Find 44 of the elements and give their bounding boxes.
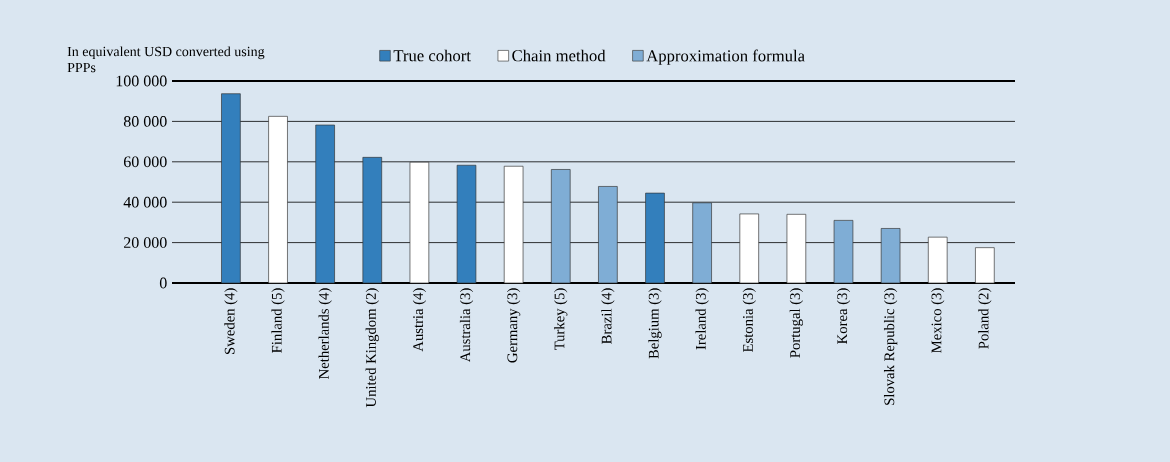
bar bbox=[268, 116, 288, 284]
y-tick-label: 40 000 bbox=[123, 196, 167, 208]
y-tick-label: 80 000 bbox=[123, 116, 167, 127]
x-tick-label: Poland (2) bbox=[978, 288, 992, 349]
y-tick-label: 60 000 bbox=[123, 156, 167, 168]
x-tick-label: Slovak Republic (3) bbox=[883, 288, 898, 405]
x-tick-label: Netherlands (4) bbox=[318, 288, 332, 379]
bar bbox=[739, 213, 760, 284]
bar bbox=[833, 220, 854, 284]
legend-label: Approximation formula bbox=[646, 49, 805, 65]
x-tick-label: Ireland (3) bbox=[695, 288, 709, 350]
x-tick-label: Mexico (3) bbox=[931, 288, 945, 353]
x-tick-label: Brazil (4) bbox=[601, 288, 615, 344]
bar bbox=[880, 228, 901, 284]
x-tick-label: Austria (4) bbox=[412, 288, 427, 352]
x-tick-label: Portugal (3) bbox=[789, 288, 804, 358]
x-tick-label: United Kingdom (2) bbox=[365, 288, 379, 408]
x-tick-label: Turkey (5) bbox=[554, 288, 568, 351]
bar bbox=[550, 169, 571, 284]
bar bbox=[456, 164, 477, 284]
x-tick-label: Sweden (4) bbox=[224, 288, 238, 354]
x-tick-label: Australia (3) bbox=[459, 288, 474, 363]
bar bbox=[598, 186, 618, 284]
bar bbox=[645, 192, 665, 284]
y-axis-title: In equivalent USD converted using PPPs bbox=[67, 46, 265, 73]
bar bbox=[221, 93, 241, 284]
bar bbox=[315, 124, 335, 284]
x-tick-label: Estonia (3) bbox=[742, 288, 756, 353]
bar bbox=[927, 236, 948, 284]
x-tick-label: Germany (3) bbox=[506, 288, 521, 363]
x-tick-label: Belgium (3) bbox=[648, 288, 662, 359]
y-tick-label: 20 000 bbox=[124, 237, 167, 248]
bar bbox=[786, 213, 807, 284]
bar bbox=[409, 161, 430, 284]
legend-label: Chain method bbox=[512, 49, 606, 62]
bar bbox=[503, 165, 524, 284]
y-tick-label: 100 000 bbox=[116, 75, 167, 87]
x-tick-label: Finland (5) bbox=[271, 288, 285, 353]
y-tick-label: 0 bbox=[159, 277, 167, 289]
bar bbox=[362, 157, 383, 284]
legend-label: True cohort bbox=[393, 49, 471, 62]
x-tick-label: Korea (3) bbox=[836, 288, 851, 344]
bar bbox=[975, 247, 995, 284]
bar bbox=[692, 202, 712, 284]
